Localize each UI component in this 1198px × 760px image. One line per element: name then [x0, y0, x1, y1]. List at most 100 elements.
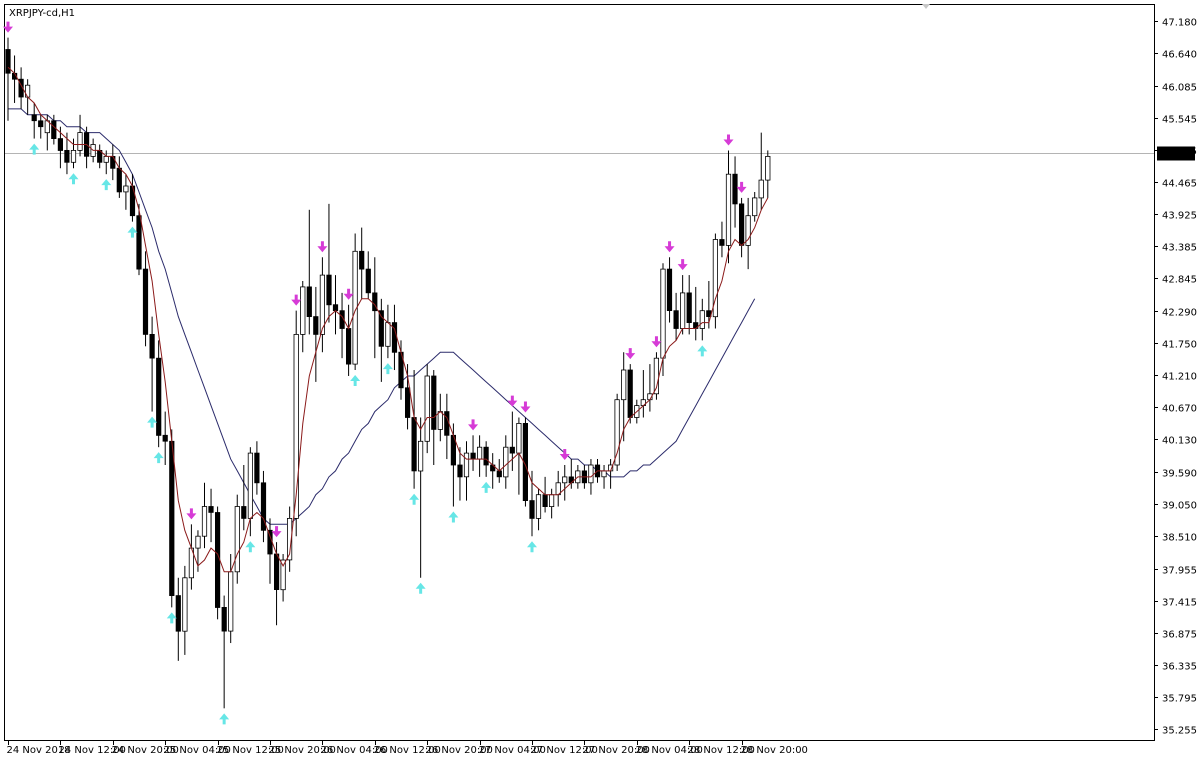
candle: [123, 174, 129, 210]
candle-body-bull: [535, 494, 542, 519]
candle: [31, 102, 37, 139]
x-tick-label: 25 Nov 04:00: [164, 745, 231, 756]
buy-arrow-icon: [527, 541, 537, 553]
buy-arrow-icon: [219, 713, 230, 725]
candle: [752, 191, 758, 222]
buy-arrow-icon: [448, 511, 459, 523]
y-tick-label: 43.925: [1162, 211, 1197, 222]
candle: [77, 114, 83, 157]
y-tick-label: 35.255: [1162, 726, 1197, 737]
sell-arrow-icon: [317, 241, 328, 253]
candle-body-bull: [247, 452, 253, 519]
candle: [64, 132, 70, 175]
candle-body-bear: [156, 357, 162, 436]
signal-arrows: [3, 21, 747, 725]
candle: [201, 482, 208, 549]
candle-body-bear: [444, 411, 450, 436]
y-tick-label: 41.750: [1162, 340, 1197, 351]
x-tick-label: 24 Nov 20:00: [112, 745, 179, 756]
candle: [5, 37, 11, 121]
y-tick-label: 40.670: [1162, 404, 1197, 415]
sell-arrow-icon: [507, 395, 518, 407]
candle-body-bear: [686, 292, 692, 323]
candle: [280, 554, 286, 602]
sell-arrow-icon: [186, 508, 197, 520]
y-tick-label: 46.085: [1162, 83, 1197, 94]
candle-body-bull: [516, 422, 522, 454]
shift-marker-icon: [922, 4, 930, 9]
y-tick-label: 42.845: [1162, 275, 1197, 286]
buy-arrow-icon: [101, 179, 112, 191]
candle: [509, 411, 515, 471]
candle: [686, 275, 692, 335]
candle-body-bull: [588, 464, 594, 484]
candle-body-bear: [273, 553, 280, 590]
candle-body-bear: [483, 446, 489, 466]
buy-arrow-icon: [245, 541, 256, 553]
candle-body-bull: [70, 149, 77, 163]
candle: [221, 595, 227, 709]
candle-body-bear: [673, 310, 679, 329]
candle: [365, 251, 371, 299]
candle-body-bull: [463, 452, 470, 478]
current-price-label: 44.950: [1160, 150, 1195, 161]
candle: [457, 447, 463, 501]
sell-arrow-icon: [343, 288, 354, 300]
candle-body-bull: [549, 494, 555, 508]
x-tick-label: 26 Nov 20:00: [426, 745, 493, 756]
candle-body-bear: [542, 494, 548, 508]
candle-body-bear: [267, 529, 273, 555]
candle-body-bull: [503, 446, 509, 478]
candle: [359, 227, 365, 299]
y-tick-label: 39.590: [1162, 469, 1197, 480]
x-tick-label: 28 Nov 04:00: [636, 745, 703, 756]
candle-body-bear: [64, 149, 70, 163]
candle: [156, 340, 162, 448]
candle-body-bull: [752, 197, 758, 217]
y-tick-label: 40.130: [1162, 436, 1197, 447]
candle-body-bear: [162, 434, 168, 442]
y-tick-label: 35.795: [1162, 694, 1197, 705]
candle-body-bull: [758, 179, 764, 199]
candle: [182, 565, 188, 655]
x-tick-label: 24 Nov 12:00: [59, 745, 126, 756]
candle-body-bear: [260, 482, 267, 531]
candle: [149, 316, 155, 412]
fast-moving-average: [7, 66, 769, 573]
y-tick-label: 46.640: [1162, 50, 1197, 61]
candle-body-bull: [601, 470, 607, 478]
candle-body-bear: [31, 114, 37, 122]
x-tick-label: 27 Nov 04:00: [479, 745, 546, 756]
candle-body-bear: [175, 595, 181, 632]
candle: [463, 441, 470, 501]
candle-body-bear: [313, 316, 319, 335]
candle: [621, 352, 627, 442]
candle: [326, 203, 332, 323]
candle: [142, 251, 149, 347]
candle: [241, 464, 247, 531]
candle: [175, 577, 181, 661]
candle: [699, 298, 705, 341]
sell-arrow-icon: [559, 448, 570, 460]
candle: [352, 233, 358, 371]
sell-arrow-icon: [520, 401, 531, 413]
candle-body-bull: [417, 440, 424, 472]
candle-body-bear: [627, 369, 633, 418]
buy-arrow-icon: [409, 493, 420, 505]
candle-body-bull: [103, 155, 109, 163]
fast-ma-line: [7, 66, 769, 573]
x-tick-label: 25 Nov 12:00: [217, 745, 284, 756]
buy-arrow-icon: [147, 416, 158, 428]
candle-body-bull: [77, 132, 83, 151]
candles: [5, 37, 771, 709]
candle-body-bull: [201, 506, 208, 537]
candle-body-bull: [725, 173, 732, 246]
current-price-tag-bg: [1157, 146, 1195, 161]
candle-body-bull: [437, 411, 443, 430]
buy-arrow-icon: [382, 363, 393, 375]
candle-body-bear: [359, 250, 365, 270]
y-tick-label: 44.465: [1162, 179, 1197, 190]
candle-body-bear: [116, 167, 122, 193]
candle-body-bull: [424, 375, 430, 442]
y-tick-label: 37.415: [1162, 598, 1197, 609]
